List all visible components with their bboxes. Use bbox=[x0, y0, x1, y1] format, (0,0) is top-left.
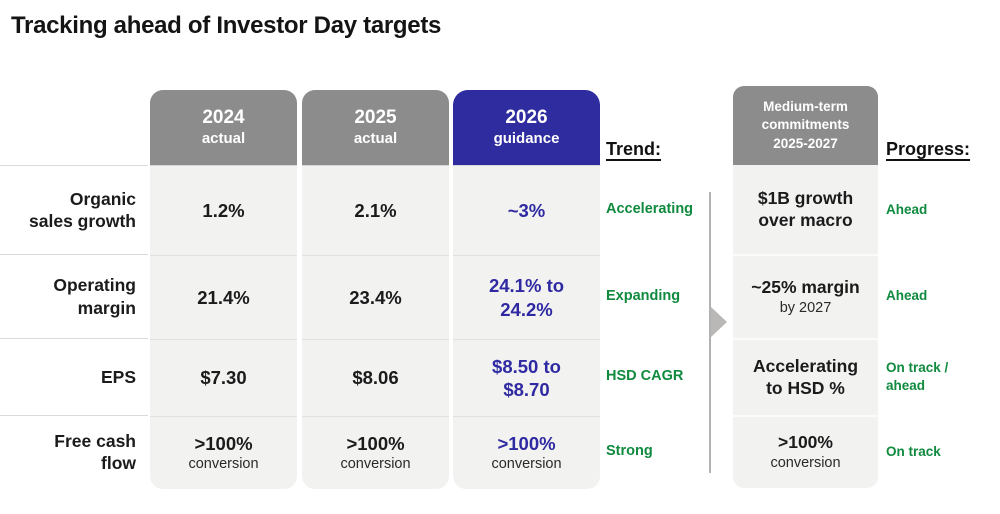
row-label-column: Organic sales growth Operating margin EP… bbox=[0, 165, 148, 488]
cell-2026-eps: $8.50 to $8.70 bbox=[453, 339, 600, 416]
arrow-right-icon bbox=[711, 307, 727, 337]
cell-2024-organic: 1.2% bbox=[150, 166, 297, 255]
commitment-organic: $1B growth over macro bbox=[733, 165, 878, 254]
cell-2024-eps: $7.30 bbox=[150, 339, 297, 416]
column-header-2025: 2025 actual bbox=[302, 90, 449, 165]
row-label-eps: EPS bbox=[0, 338, 148, 415]
column-header-2024: 2024 actual bbox=[150, 90, 297, 165]
divider-line bbox=[709, 192, 711, 473]
header-year: 2026 bbox=[505, 107, 548, 129]
cell-value: 21.4% bbox=[197, 286, 250, 308]
data-column-2024: 1.2% 21.4% $7.30 >100% conversion bbox=[150, 165, 297, 489]
cell-value: $8.50 to $8.70 bbox=[492, 355, 561, 400]
header-year: 2024 bbox=[202, 107, 245, 129]
commitment-margin: ~25% margin by 2027 bbox=[733, 254, 878, 338]
row-label-free-cash-flow: Free cash flow bbox=[0, 415, 148, 488]
cell-value: ~25% margin bbox=[751, 276, 860, 297]
header-subtitle: actual bbox=[353, 130, 398, 147]
page-title: Tracking ahead of Investor Day targets bbox=[11, 12, 442, 39]
data-column-2025: 2.1% 23.4% $8.06 >100% conversion bbox=[302, 165, 449, 489]
progress-value-margin: Ahead bbox=[886, 288, 928, 304]
cell-2025-eps: $8.06 bbox=[302, 339, 449, 416]
cell-subvalue: by 2027 bbox=[779, 299, 832, 316]
cell-value: Accelerating to HSD % bbox=[752, 355, 859, 398]
cell-2024-fcf: >100% conversion bbox=[150, 416, 297, 489]
cell-subvalue: conversion bbox=[340, 456, 411, 473]
row-label-organic-sales-growth: Organic sales growth bbox=[0, 165, 148, 254]
progress-value-eps: On track / ahead bbox=[886, 359, 949, 393]
column-header-2026: 2026 guidance bbox=[453, 90, 600, 165]
cell-value: $8.06 bbox=[352, 367, 399, 389]
medium-term-column: $1B growth over macro ~25% margin by 202… bbox=[733, 165, 878, 488]
commitment-eps: Accelerating to HSD % bbox=[733, 338, 878, 415]
cell-subvalue: conversion bbox=[491, 456, 562, 473]
cell-value: $7.30 bbox=[200, 367, 247, 389]
cell-2025-fcf: >100% conversion bbox=[302, 416, 449, 489]
trend-value-fcf: Strong bbox=[606, 443, 653, 460]
cell-value: >100% bbox=[778, 432, 833, 453]
cell-value: 23.4% bbox=[349, 286, 402, 308]
row-label-operating-margin: Operating margin bbox=[0, 254, 148, 338]
cell-2024-margin: 21.4% bbox=[150, 255, 297, 339]
header-subtitle: actual bbox=[201, 130, 246, 147]
column-header-medium-term: Medium-term commitments 2025-2027 bbox=[733, 86, 878, 165]
cell-2025-margin: 23.4% bbox=[302, 255, 449, 339]
cell-2026-organic: ~3% bbox=[453, 166, 600, 255]
cell-value: 24.1% to 24.2% bbox=[488, 275, 565, 320]
cell-2026-margin: 24.1% to 24.2% bbox=[453, 255, 600, 339]
cell-value: >100% bbox=[346, 433, 405, 455]
progress-value-fcf: On track bbox=[886, 443, 941, 459]
cell-value: $1B growth over macro bbox=[757, 187, 854, 230]
cell-value: >100% bbox=[497, 433, 556, 455]
commitment-fcf: >100% conversion bbox=[733, 415, 878, 488]
trend-column: Accelerating Expanding HSD CAGR Strong bbox=[606, 165, 706, 488]
trend-heading: Trend: bbox=[606, 139, 662, 159]
data-column-2026: ~3% 24.1% to 24.2% $8.50 to $8.70 >100% … bbox=[453, 165, 600, 489]
cell-value: 2.1% bbox=[354, 199, 397, 221]
cell-subvalue: conversion bbox=[770, 455, 841, 472]
cell-value: 1.2% bbox=[202, 199, 245, 221]
cell-2025-organic: 2.1% bbox=[302, 166, 449, 255]
trend-value-margin: Expanding bbox=[606, 287, 681, 304]
cell-subvalue: conversion bbox=[188, 456, 259, 473]
trend-value-eps: HSD CAGR bbox=[606, 368, 684, 385]
header-subtitle: guidance bbox=[493, 130, 560, 147]
progress-heading: Progress: bbox=[886, 139, 971, 159]
progress-value-organic: Ahead bbox=[886, 201, 928, 217]
header-year: 2025 bbox=[354, 107, 397, 129]
cell-value: >100% bbox=[194, 433, 253, 455]
progress-column: Ahead Ahead On track / ahead On track bbox=[886, 165, 998, 488]
trend-value-organic: Accelerating bbox=[606, 201, 694, 218]
cell-2026-fcf: >100% conversion bbox=[453, 416, 600, 489]
cell-value: ~3% bbox=[507, 199, 546, 221]
